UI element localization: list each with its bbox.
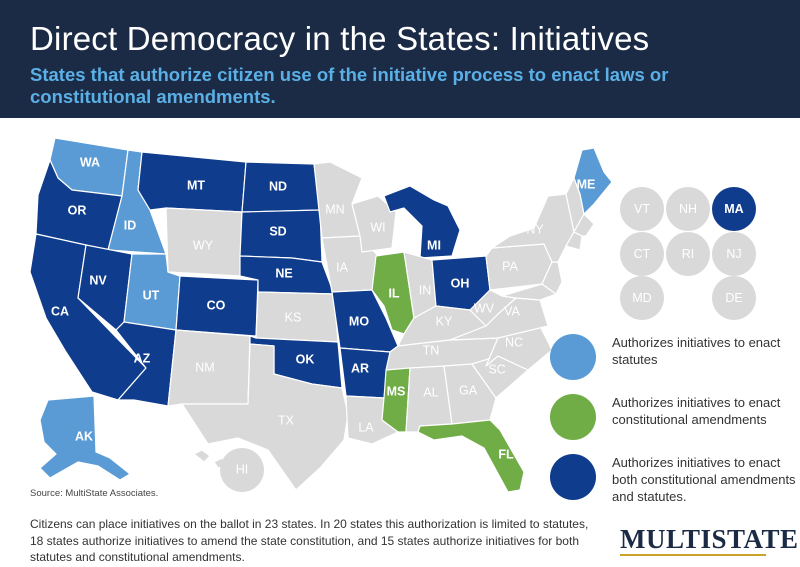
label-LA: LA <box>358 420 374 434</box>
state-MA-region <box>573 213 595 237</box>
label-OK: OK <box>296 352 315 366</box>
badge-ri: RI <box>666 232 710 276</box>
legend-item-constitutional: Authorizes initiatives to enact constitu… <box>550 394 800 440</box>
label-SC: SC <box>488 362 505 376</box>
badge-de: DE <box>712 276 756 320</box>
label-IL: IL <box>388 286 399 300</box>
label-ID: ID <box>124 218 137 232</box>
page-title: Direct Democracy in the States: Initiati… <box>30 20 650 57</box>
label-AZ: AZ <box>134 351 151 365</box>
legend-swatch-constitutional <box>550 394 596 440</box>
label-WI: WI <box>370 220 385 234</box>
hi-circle <box>220 448 264 492</box>
label-NY: NY <box>526 222 544 236</box>
multistate-logo: MULTISTATE <box>620 524 799 556</box>
state-FL <box>417 419 525 493</box>
state-WI <box>351 195 397 253</box>
badge-ct: CT <box>620 232 664 276</box>
label-MS: MS <box>387 384 406 398</box>
legend-swatch-statutes <box>550 334 596 380</box>
label-MO: MO <box>349 314 369 328</box>
label-AR: AR <box>351 361 369 375</box>
badge-vt: VT <box>620 187 664 231</box>
label-ND: ND <box>269 179 287 193</box>
label-AL: AL <box>423 385 438 399</box>
label-KY: KY <box>436 314 453 328</box>
badge-nj: NJ <box>712 232 756 276</box>
footer-text: Citizens can place initiatives on the ba… <box>30 517 589 564</box>
label-VA: VA <box>504 304 520 318</box>
label-TX: TX <box>278 413 295 427</box>
label-UT: UT <box>143 288 160 302</box>
label-WA: WA <box>80 155 100 169</box>
label-CA: CA <box>51 304 69 318</box>
state-MS <box>381 367 411 433</box>
label-MT: MT <box>187 178 205 192</box>
label-SD: SD <box>269 224 286 238</box>
state-TX <box>181 343 349 491</box>
legend-label-statutes: Authorizes initiatives to enact statutes <box>612 335 781 367</box>
label-NV: NV <box>89 273 107 287</box>
header-banner: Direct Democracy in the States: Initiati… <box>0 0 800 118</box>
label-NC: NC <box>505 335 523 349</box>
legend-label-both: Authorizes initiatives to enact both con… <box>612 455 796 504</box>
legend-item-statutes: Authorizes initiatives to enact statutes <box>550 334 800 380</box>
label-ME: ME <box>577 177 596 191</box>
legend-swatch-both <box>550 454 596 500</box>
label-HI: HI <box>236 462 249 476</box>
page-subtitle: States that authorize citizen use of the… <box>30 64 669 107</box>
badge-md: MD <box>620 276 664 320</box>
state-ME <box>573 147 613 215</box>
legend-item-both: Authorizes initiatives to enact both con… <box>550 454 800 505</box>
source-note: Source: MultiState Associates. <box>30 488 159 499</box>
label-KS: KS <box>285 310 302 324</box>
label-WV: WV <box>474 301 495 315</box>
state-labels: WA OR CA ID NV UT AZ MT WY CO NM ND SD N… <box>51 155 595 476</box>
state-MN <box>313 161 363 239</box>
label-GA: GA <box>459 383 478 397</box>
badge-ma: MA <box>712 187 756 231</box>
label-CO: CO <box>207 298 226 312</box>
label-IN: IN <box>419 283 432 297</box>
label-IA: IA <box>336 260 348 274</box>
logo-underline <box>620 554 766 556</box>
label-NE: NE <box>275 266 292 280</box>
badge-nh: NH <box>666 187 710 231</box>
label-AK: AK <box>75 429 93 443</box>
label-FL: FL <box>498 447 514 461</box>
state-AK <box>39 395 131 481</box>
label-MN: MN <box>325 202 344 216</box>
state-MI <box>383 185 461 259</box>
label-PA: PA <box>502 259 518 273</box>
label-MI: MI <box>427 238 441 252</box>
legend-label-constitutional: Authorizes initiatives to enact constitu… <box>612 395 781 427</box>
label-TN: TN <box>423 343 440 357</box>
label-WY: WY <box>193 238 214 252</box>
us-map: WA OR CA ID NV UT AZ MT WY CO NM ND SD N… <box>29 137 613 493</box>
label-OH: OH <box>451 276 470 290</box>
state-GA <box>443 363 497 425</box>
label-NM: NM <box>195 360 214 374</box>
state-NJ-region <box>541 261 563 295</box>
label-OR: OR <box>68 203 87 217</box>
state-MD-region <box>501 283 557 301</box>
